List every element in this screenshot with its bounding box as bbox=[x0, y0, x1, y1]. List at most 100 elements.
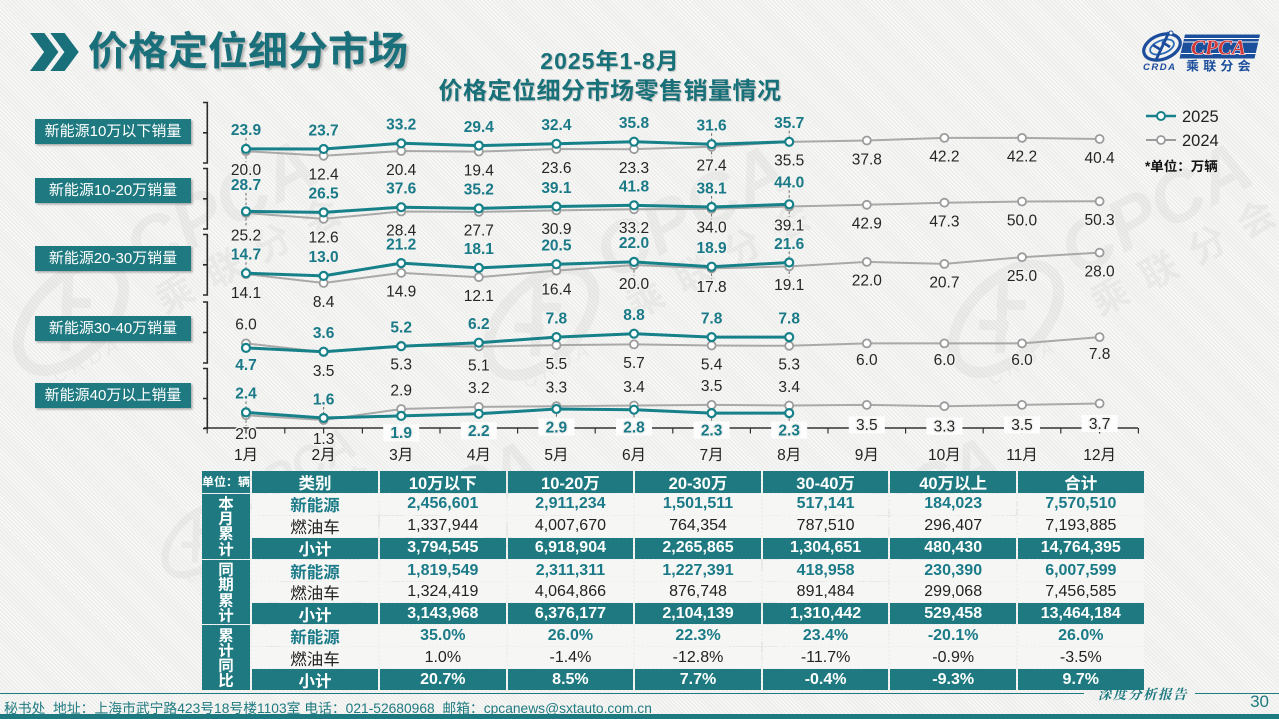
svg-text:35.5: 35.5 bbox=[774, 153, 804, 170]
svg-text:5.4: 5.4 bbox=[701, 356, 723, 373]
svg-text:12.1: 12.1 bbox=[464, 288, 494, 305]
svg-text:28.4: 28.4 bbox=[386, 222, 417, 239]
svg-text:3.5: 3.5 bbox=[1011, 417, 1033, 434]
svg-text:41.8: 41.8 bbox=[619, 179, 650, 196]
svg-text:29.4: 29.4 bbox=[464, 119, 495, 136]
svg-text:1月: 1月 bbox=[234, 447, 258, 464]
svg-text:20.0: 20.0 bbox=[231, 162, 262, 179]
svg-text:2024: 2024 bbox=[1182, 132, 1219, 150]
svg-text:50.3: 50.3 bbox=[1085, 212, 1115, 229]
svg-text:7月: 7月 bbox=[700, 447, 724, 464]
svg-text:23.3: 23.3 bbox=[619, 160, 649, 177]
svg-text:3.5: 3.5 bbox=[701, 378, 723, 395]
svg-text:2月: 2月 bbox=[312, 447, 336, 464]
svg-text:2.8: 2.8 bbox=[623, 419, 645, 436]
svg-text:22.0: 22.0 bbox=[852, 273, 883, 290]
svg-text:39.1: 39.1 bbox=[541, 180, 572, 197]
svg-text:7.8: 7.8 bbox=[778, 310, 800, 327]
svg-text:2.3: 2.3 bbox=[701, 422, 723, 439]
svg-text:25.2: 25.2 bbox=[231, 227, 261, 244]
svg-text:5.2: 5.2 bbox=[390, 320, 412, 337]
svg-text:16.4: 16.4 bbox=[541, 281, 572, 298]
svg-text:20.0: 20.0 bbox=[619, 276, 650, 293]
svg-text:23.6: 23.6 bbox=[541, 160, 571, 177]
svg-text:14.9: 14.9 bbox=[386, 284, 416, 301]
svg-text:23.9: 23.9 bbox=[231, 122, 262, 139]
svg-text:12.6: 12.6 bbox=[309, 230, 339, 247]
svg-text:5月: 5月 bbox=[544, 447, 568, 464]
svg-text:35.8: 35.8 bbox=[619, 115, 650, 132]
svg-text:3.5: 3.5 bbox=[313, 363, 335, 380]
svg-text:2025: 2025 bbox=[1182, 108, 1219, 126]
svg-text:3.7: 3.7 bbox=[1089, 416, 1111, 433]
svg-text:5.7: 5.7 bbox=[623, 355, 645, 372]
svg-text:乘联分会: 乘联分会 bbox=[1186, 56, 1255, 75]
svg-text:13.0: 13.0 bbox=[309, 249, 339, 266]
svg-text:2.3: 2.3 bbox=[778, 422, 800, 439]
svg-text:27.4: 27.4 bbox=[697, 158, 728, 175]
svg-text:30.9: 30.9 bbox=[541, 221, 571, 238]
svg-text:39.1: 39.1 bbox=[774, 217, 804, 234]
svg-text:5.3: 5.3 bbox=[778, 357, 800, 374]
svg-text:1.3: 1.3 bbox=[313, 431, 335, 448]
svg-text:6.0: 6.0 bbox=[856, 352, 878, 369]
svg-text:20.5: 20.5 bbox=[541, 238, 572, 255]
svg-text:7.8: 7.8 bbox=[701, 310, 723, 327]
svg-text:2.9: 2.9 bbox=[390, 382, 412, 399]
svg-text:3月: 3月 bbox=[389, 447, 413, 464]
svg-text:5.3: 5.3 bbox=[390, 357, 412, 374]
svg-text:40.4: 40.4 bbox=[1085, 150, 1116, 167]
svg-text:23.7: 23.7 bbox=[309, 122, 339, 139]
svg-text:25.0: 25.0 bbox=[1007, 268, 1038, 285]
svg-text:12.4: 12.4 bbox=[309, 167, 340, 184]
svg-text:37.6: 37.6 bbox=[386, 181, 417, 198]
svg-text:2.4: 2.4 bbox=[235, 386, 257, 403]
svg-text:42.2: 42.2 bbox=[1007, 149, 1037, 166]
svg-text:26.5: 26.5 bbox=[309, 186, 340, 203]
svg-text:33.2: 33.2 bbox=[619, 220, 649, 237]
svg-text:14.7: 14.7 bbox=[231, 247, 261, 264]
svg-text:42.9: 42.9 bbox=[852, 216, 882, 233]
svg-text:3.6: 3.6 bbox=[313, 325, 335, 342]
svg-text:6月: 6月 bbox=[622, 447, 646, 464]
svg-text:4月: 4月 bbox=[467, 447, 491, 464]
svg-text:17.8: 17.8 bbox=[697, 279, 727, 296]
svg-text:3.4: 3.4 bbox=[778, 379, 800, 396]
svg-text:21.2: 21.2 bbox=[386, 236, 416, 253]
svg-text:50.0: 50.0 bbox=[1007, 212, 1038, 229]
svg-text:1.9: 1.9 bbox=[390, 425, 412, 442]
svg-text:44.0: 44.0 bbox=[774, 175, 804, 192]
svg-text:4.7: 4.7 bbox=[235, 357, 257, 374]
svg-text:34.0: 34.0 bbox=[697, 220, 728, 237]
svg-text:35.2: 35.2 bbox=[464, 182, 494, 199]
svg-text:19.4: 19.4 bbox=[464, 162, 495, 179]
svg-text:8.8: 8.8 bbox=[623, 307, 645, 324]
svg-text:3.3: 3.3 bbox=[546, 380, 568, 397]
svg-text:9月: 9月 bbox=[855, 447, 879, 464]
svg-text:7.8: 7.8 bbox=[546, 310, 568, 327]
svg-text:6.2: 6.2 bbox=[468, 316, 490, 333]
svg-text:8.4: 8.4 bbox=[313, 294, 335, 311]
svg-text:33.2: 33.2 bbox=[386, 117, 416, 134]
svg-text:1.6: 1.6 bbox=[313, 391, 335, 408]
svg-text:6.0: 6.0 bbox=[1011, 352, 1033, 369]
svg-text:14.1: 14.1 bbox=[231, 285, 261, 302]
svg-text:2.0: 2.0 bbox=[235, 426, 257, 443]
svg-text:28.7: 28.7 bbox=[231, 177, 261, 194]
svg-text:3.4: 3.4 bbox=[623, 379, 645, 396]
svg-text:31.6: 31.6 bbox=[697, 118, 728, 135]
svg-text:3.5: 3.5 bbox=[856, 417, 878, 434]
svg-text:*单位：万辆: *单位：万辆 bbox=[1145, 159, 1218, 174]
svg-text:2.9: 2.9 bbox=[546, 419, 568, 436]
svg-text:47.3: 47.3 bbox=[929, 214, 959, 231]
svg-text:35.7: 35.7 bbox=[774, 115, 804, 132]
svg-text:38.1: 38.1 bbox=[697, 180, 728, 197]
svg-text:18.9: 18.9 bbox=[697, 240, 728, 257]
svg-text:12月: 12月 bbox=[1083, 447, 1116, 464]
svg-text:42.2: 42.2 bbox=[929, 149, 959, 166]
svg-text:CPCA: CPCA bbox=[1191, 36, 1246, 60]
svg-text:6.0: 6.0 bbox=[235, 317, 257, 334]
svg-text:21.6: 21.6 bbox=[774, 236, 805, 253]
svg-text:5.1: 5.1 bbox=[468, 357, 490, 374]
svg-text:19.1: 19.1 bbox=[774, 277, 804, 294]
